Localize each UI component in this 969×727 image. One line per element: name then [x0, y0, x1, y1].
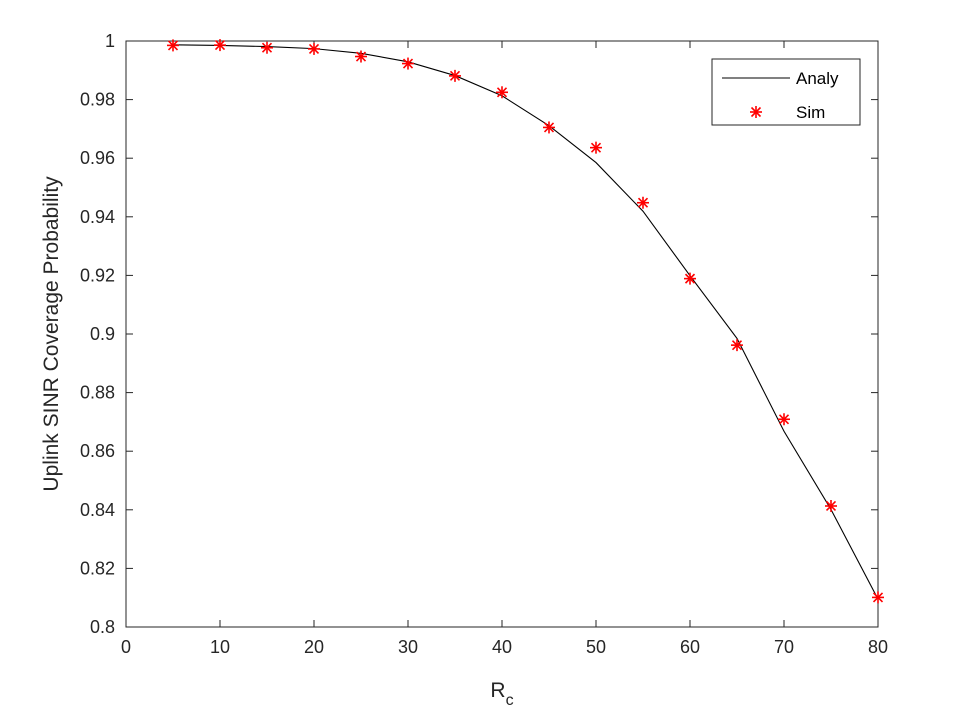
- x-axis-title-subscript: c: [506, 692, 514, 709]
- y-tick-label: 0.84: [80, 500, 115, 520]
- y-axis-ticks: 0.8 0.82 0.84 0.86 0.88 0.9 0.92 0.94 0.96 0.98 1: [80, 31, 878, 637]
- y-tick-label: 1: [105, 31, 115, 51]
- analy-line: [172, 44, 879, 600]
- sim-point: [496, 86, 508, 99]
- y-tick-label: 0.9: [90, 324, 115, 344]
- sim-point: [825, 499, 837, 512]
- sim-point: [355, 50, 367, 63]
- sim-point: [637, 196, 649, 209]
- y-tick-label: 0.88: [80, 383, 115, 403]
- plot-area: [125, 40, 879, 628]
- sim-point: [872, 591, 884, 604]
- y-tick-label: 0.86: [80, 441, 115, 461]
- y-axis-title: Uplink SINR Coverage Probability: [40, 176, 63, 492]
- x-tick-label: 20: [304, 637, 324, 657]
- y-tick-label: 0.98: [80, 90, 115, 110]
- axes-box: [125, 40, 879, 628]
- sim-point: [449, 69, 461, 82]
- legend-sim-marker: [750, 106, 762, 118]
- legend-analy-label: Analy: [796, 69, 839, 88]
- series-sim: [167, 39, 884, 604]
- sim-point: [590, 141, 602, 154]
- sim-point: [402, 57, 414, 70]
- x-tick-label: 60: [680, 637, 700, 657]
- x-tick-label: 80: [868, 637, 888, 657]
- sim-point: [261, 41, 273, 54]
- series-analy: [172, 44, 879, 600]
- y-tick-label: 0.96: [80, 148, 115, 168]
- sim-point: [308, 42, 320, 55]
- sim-point: [214, 39, 226, 52]
- x-tick-label: 40: [492, 637, 512, 657]
- sim-point: [543, 121, 555, 134]
- legend-box: [711, 58, 861, 126]
- sim-point: [684, 272, 696, 285]
- y-tick-label: 0.94: [80, 207, 115, 227]
- x-axis-title: Rc: [490, 679, 513, 709]
- x-tick-label: 30: [398, 637, 418, 657]
- legend-sim-label: Sim: [796, 103, 825, 122]
- legend: Analy Sim: [711, 58, 861, 126]
- x-tick-label: 0: [121, 637, 131, 657]
- sim-point: [731, 339, 743, 352]
- y-tick-label: 0.8: [90, 617, 115, 637]
- y-tick-label: 0.82: [80, 558, 115, 578]
- x-axis-ticks: 0 10 20 30 40 50 60 70 80: [121, 41, 888, 657]
- sim-point: [778, 413, 790, 426]
- x-tick-label: 10: [210, 637, 230, 657]
- y-tick-label: 0.92: [80, 265, 115, 285]
- sim-point: [167, 39, 179, 52]
- x-tick-label: 70: [774, 637, 794, 657]
- x-tick-label: 50: [586, 637, 606, 657]
